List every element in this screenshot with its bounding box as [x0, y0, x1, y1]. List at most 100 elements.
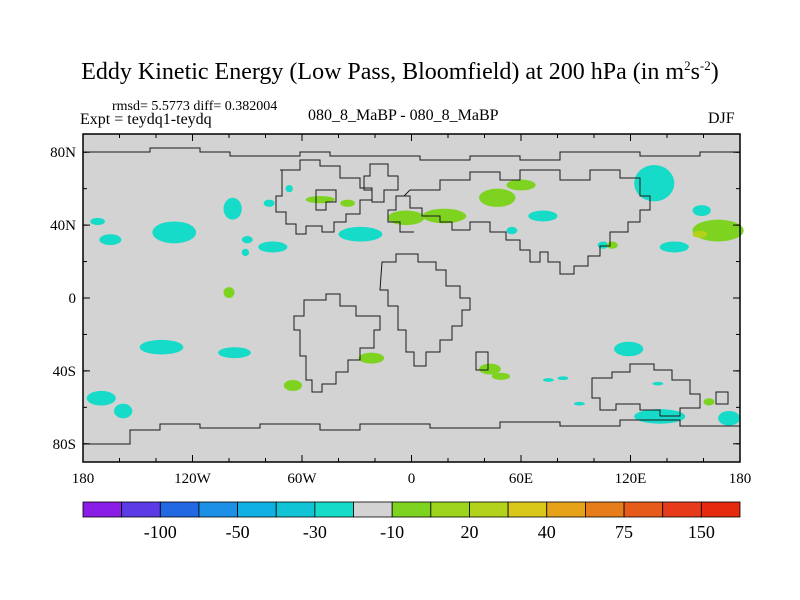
new-zealand-coast [715, 391, 729, 405]
anomaly-blob-cyan [634, 164, 675, 202]
anomaly-blob-green [223, 287, 235, 298]
anomaly-blob-cyan [692, 205, 711, 217]
colorbar-label: 150 [688, 522, 715, 542]
africa-coast [379, 253, 471, 367]
colorbar-swatch [82, 501, 123, 518]
colorbar-swatch [430, 501, 470, 518]
colorbar-swatch [353, 501, 393, 518]
y-tick-label: 80N [50, 145, 76, 161]
experiment-label: Expt = teydq1-teydq [80, 111, 212, 128]
anomaly-blob-cyan [718, 410, 740, 426]
anomaly-blob-green [305, 195, 335, 204]
x-tick-label: 60W [287, 471, 317, 487]
south-america-coast [293, 293, 381, 393]
colorbar-label: -50 [226, 522, 250, 542]
x-tick-label: 0 [408, 471, 416, 487]
axis-ticks [82, 134, 741, 462]
colorbar-swatch [700, 501, 741, 518]
anomaly-blob-green [422, 208, 467, 224]
hudson-bay-coast [315, 189, 337, 211]
anomaly-blob-cyan [139, 339, 184, 355]
x-tick-label: 120E [615, 471, 647, 487]
stats-line: rmsd= 5.5773 diff= 0.382004 [112, 99, 278, 114]
europe-coast [387, 195, 414, 233]
anomaly-blob-cyan [86, 390, 116, 406]
colorbar-swatch [546, 501, 586, 518]
anomaly-blob-cyan [236, 349, 248, 357]
greenland-coast [363, 163, 399, 203]
anomaly-blob-cyan [263, 199, 275, 207]
anomaly-blob-green [387, 210, 425, 226]
coastline-layer [83, 147, 740, 445]
anomaly-blob-green [358, 352, 385, 364]
anomaly-blob-green [283, 380, 302, 391]
anomaly-blob-cyan [99, 234, 122, 246]
anomaly-blob-cyan [614, 341, 644, 357]
anomaly-blob-green [491, 372, 511, 380]
colorbar-label: 75 [615, 522, 633, 542]
anomaly-blob-cyan [241, 248, 250, 257]
north-america-coast [275, 159, 373, 235]
axis-tick-labels: 180 120W 60W 0 60E 120E 180 80N 40N 0 40S 80S [50, 145, 751, 487]
anomaly-blob-cyan [659, 241, 689, 253]
anomaly-blob-cyan [258, 241, 288, 253]
x-tick-label: 180 [729, 471, 752, 487]
colorbar-label: -100 [144, 522, 177, 542]
colorbar-label: -10 [380, 522, 404, 542]
colorbar-swatch [507, 501, 548, 518]
anomaly-blob-cyan [152, 221, 197, 244]
anomaly-blob-cyan [542, 378, 554, 382]
anomaly-blob-green [606, 241, 618, 249]
anomaly-blob-cyan [573, 401, 585, 406]
anomaly-blob-cyan [652, 381, 664, 386]
case-subtitle: 080_8_MaBP - 080_8_MaBP [308, 107, 499, 124]
australia-coast [591, 363, 701, 417]
colorbar-label: 20 [460, 522, 478, 542]
eurasia-coast [402, 169, 651, 275]
anomaly-blob-green [479, 188, 516, 207]
colorbar-swatch [159, 501, 200, 518]
colorbar-swatch [469, 501, 509, 518]
season-label: DJF [708, 110, 735, 127]
anomaly-blob-cyan [285, 185, 293, 193]
x-tick-label: 120W [174, 471, 212, 487]
anomaly-blob-green [479, 363, 501, 375]
colorbar-swatch [237, 501, 277, 518]
anomaly-layer [86, 164, 744, 426]
y-tick-label: 40S [53, 364, 76, 380]
anomaly-blob-cyan [241, 236, 253, 244]
anomaly-blob-cyan [223, 197, 242, 220]
colorbar-swatch [391, 501, 432, 518]
y-tick-label: 80S [53, 437, 76, 453]
anomaly-blob-green [703, 398, 715, 406]
colorbar-swatch [662, 501, 702, 518]
anomaly-blob-green [692, 219, 744, 242]
anomaly-blob-cyan [338, 226, 383, 242]
colorbar-swatch [585, 501, 625, 518]
x-tick-label: 180 [72, 471, 95, 487]
antarctica-coast [83, 419, 740, 445]
anomaly-blob-cyan [528, 210, 558, 222]
colorbar-label: 40 [538, 522, 556, 542]
colorbar [82, 501, 741, 518]
anomaly-blob-cyan [506, 226, 518, 235]
y-tick-label: 40N [50, 218, 76, 234]
arctic-coast [83, 147, 740, 161]
colorbar-swatch [121, 501, 161, 518]
colorbar-swatch [198, 501, 238, 518]
anomaly-blob-olive [692, 230, 708, 238]
map-background [83, 134, 740, 462]
colorbar-swatch [314, 501, 354, 518]
y-tick-label: 0 [69, 291, 77, 307]
colorbar-swatch [275, 501, 316, 518]
anomaly-blob-cyan [557, 376, 569, 380]
anomaly-blob-cyan [90, 217, 105, 226]
colorbar-label: -30 [303, 522, 327, 542]
colorbar-labels: -100 -50 -30 -10 20 40 75 150 [144, 522, 715, 542]
x-tick-label: 60E [509, 471, 533, 487]
anomaly-blob-green [340, 199, 355, 207]
madagascar-coast [475, 351, 489, 371]
chart-title: Eddy Kinetic Energy (Low Pass, Bloomfiel… [81, 58, 719, 85]
anomaly-blob-cyan [114, 403, 133, 419]
